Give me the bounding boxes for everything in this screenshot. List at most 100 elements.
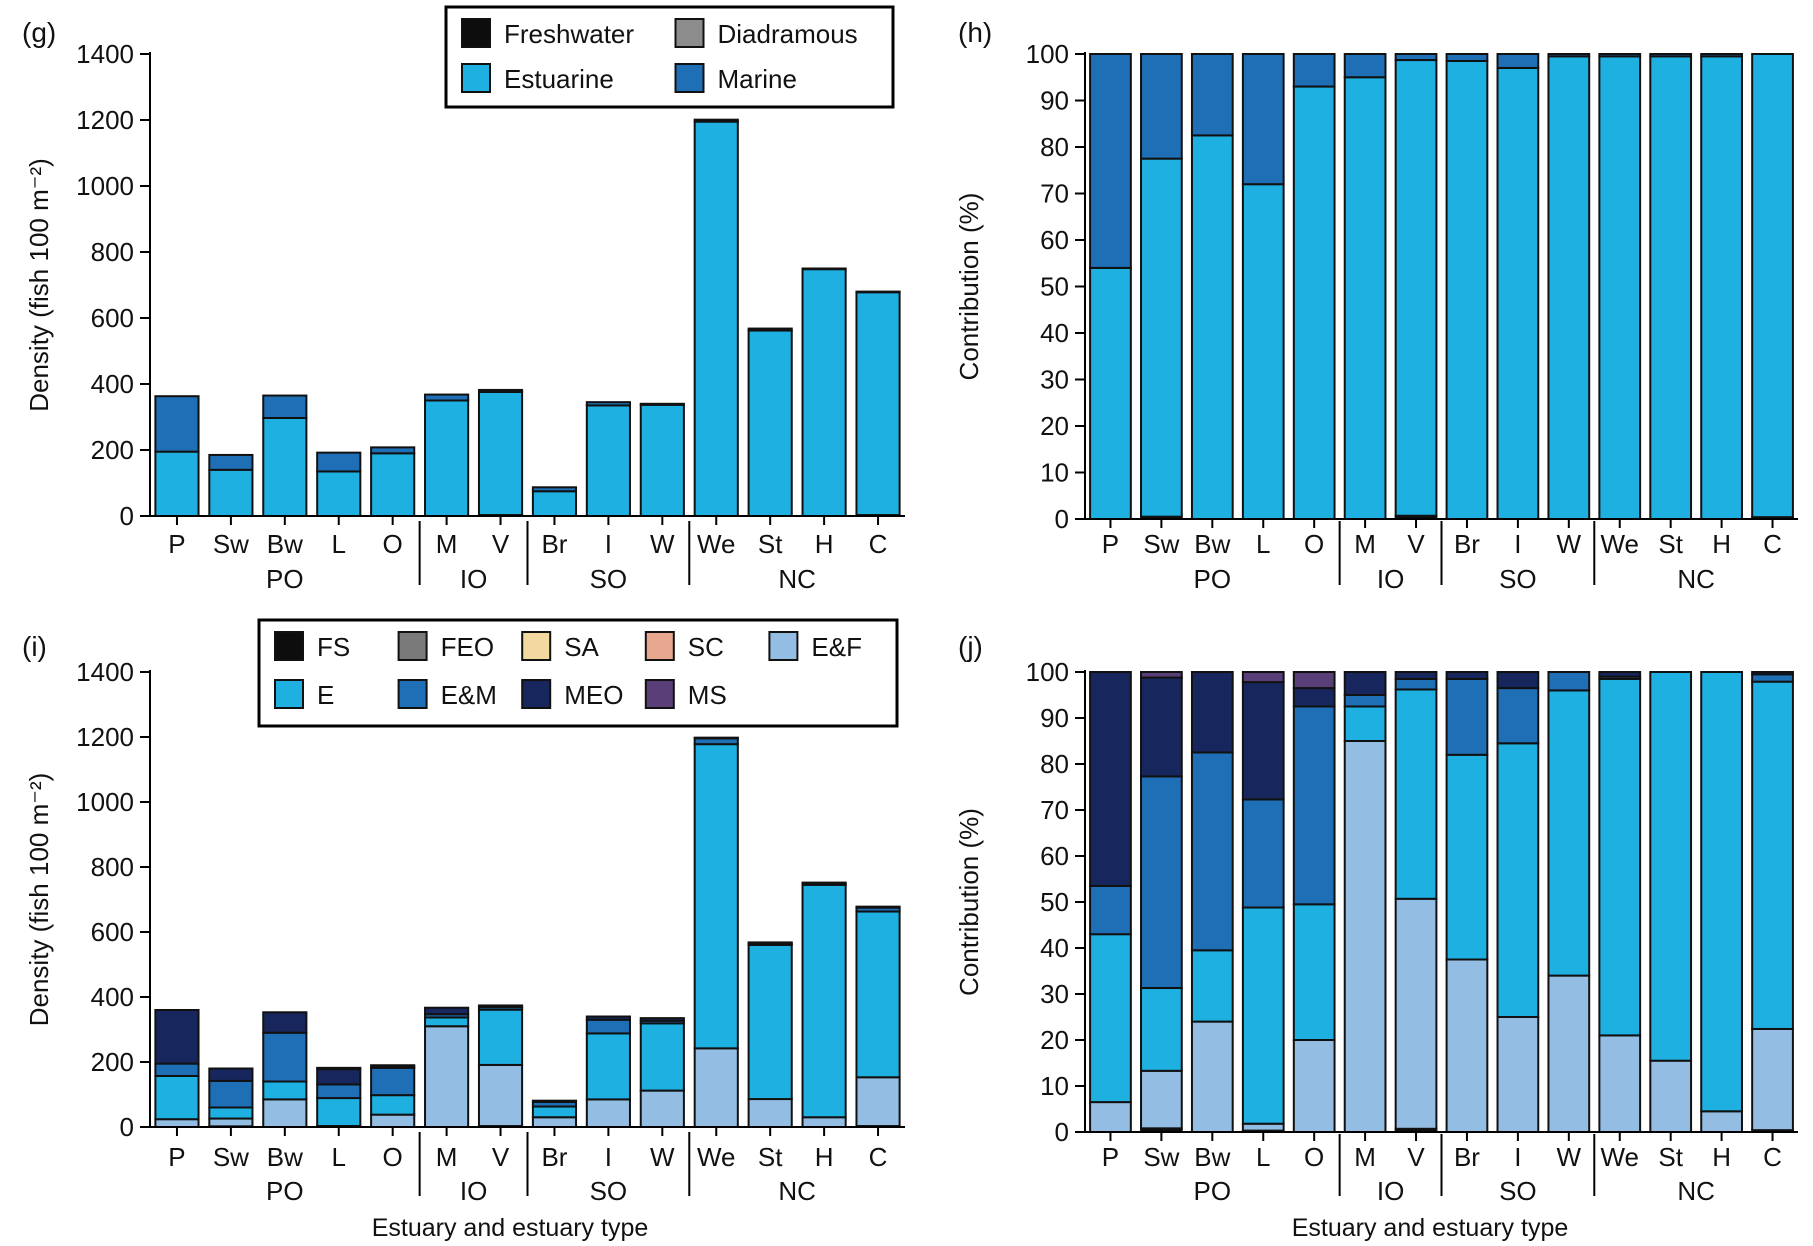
bar-segment-j-Sw-MEO bbox=[1140, 676, 1183, 778]
bar-segment-j-H-E bbox=[1700, 671, 1743, 1113]
bar-segment-j-C-E bbox=[1751, 680, 1794, 1030]
category-label: Sw bbox=[1143, 1142, 1179, 1172]
legend: FS FEO SA SC E&F E E&M MEO MS bbox=[257, 618, 899, 728]
group-label-IO: IO bbox=[1377, 564, 1404, 594]
bar-segment-j-P-E bbox=[1089, 933, 1132, 1104]
bar-segment-i-I-MEO bbox=[585, 1015, 631, 1021]
y-tick-label: 600 bbox=[91, 303, 134, 333]
y-tick-label: 200 bbox=[91, 435, 134, 465]
bar-segment-i-L-MEO bbox=[316, 1068, 362, 1086]
category-label: O bbox=[383, 1142, 403, 1172]
legend-swatch-Freshwater bbox=[461, 18, 491, 48]
y-tick-label: 80 bbox=[1040, 132, 1069, 162]
bar-segment-j-St-EF bbox=[1649, 1059, 1693, 1133]
category-label: C bbox=[869, 1142, 888, 1172]
y-tick-label: 600 bbox=[91, 917, 134, 947]
category-label: W bbox=[1557, 1142, 1582, 1172]
category-label: Br bbox=[541, 1142, 567, 1172]
bar-segment-i-Bw-EF bbox=[262, 1098, 308, 1128]
bar-segment-g-We-Estuarine bbox=[693, 120, 739, 518]
bar-segment-j-W-EM bbox=[1547, 671, 1591, 692]
bar-segment-j-M-EF bbox=[1343, 740, 1387, 1133]
category-label: I bbox=[1514, 1142, 1521, 1172]
y-axis-title: Contribution (%) bbox=[954, 193, 984, 381]
bar-segment-i-C-E bbox=[855, 910, 901, 1079]
bar-segment-i-W-E bbox=[639, 1022, 685, 1092]
legend-label-E: E bbox=[317, 680, 334, 710]
y-tick-label: 10 bbox=[1040, 1071, 1069, 1101]
bar-segment-j-I-EM bbox=[1496, 687, 1540, 745]
category-label: H bbox=[815, 529, 834, 559]
category-label: Bw bbox=[1194, 529, 1230, 559]
y-tick-label: 80 bbox=[1040, 749, 1069, 779]
legend-label-EM: E&M bbox=[441, 680, 497, 710]
bar-segment-g-We-Marine bbox=[693, 118, 739, 123]
bar-segment-i-St-MEO bbox=[747, 941, 793, 945]
panel-label: (g) bbox=[22, 17, 56, 48]
bar-segment-i-I-EF bbox=[585, 1098, 631, 1128]
y-tick-label: 70 bbox=[1040, 795, 1069, 825]
x-axis-title-left: Estuary and estuary type bbox=[372, 1214, 649, 1242]
bar-segment-i-Sw-MEO bbox=[208, 1067, 254, 1082]
category-label: We bbox=[697, 529, 736, 559]
bar-segment-j-M-EM bbox=[1343, 694, 1387, 708]
bar-segment-i-St-E bbox=[747, 944, 793, 1101]
category-label: L bbox=[1256, 529, 1270, 559]
category-label: C bbox=[869, 529, 888, 559]
group-label-IO: IO bbox=[1377, 1176, 1404, 1206]
category-label: I bbox=[605, 529, 612, 559]
bar-segment-j-I-E bbox=[1496, 742, 1540, 1018]
category-label: P bbox=[1102, 529, 1119, 559]
category-label: M bbox=[436, 529, 458, 559]
bar-segment-i-We-E bbox=[693, 743, 739, 1050]
bar-segment-g-Sw-Estuarine bbox=[208, 468, 254, 517]
category-label: V bbox=[1407, 529, 1425, 559]
bar-segment-j-Br-EM bbox=[1445, 677, 1489, 756]
category-label: Br bbox=[541, 529, 567, 559]
group-label-SO: SO bbox=[1499, 564, 1537, 594]
y-tick-label: 20 bbox=[1040, 411, 1069, 441]
bar-segment-i-Bw-EM bbox=[262, 1031, 308, 1083]
bar-segment-i-We-MEO bbox=[693, 736, 739, 740]
bar-segment-i-P-MEO bbox=[154, 1009, 200, 1065]
y-tick-label: 90 bbox=[1040, 86, 1069, 116]
bar-segment-j-W-EF bbox=[1547, 974, 1591, 1133]
x-axis-title-right: Estuary and estuary type bbox=[1292, 1214, 1569, 1242]
category-label: Br bbox=[1454, 529, 1480, 559]
bar-segment-h-Sw-Marine bbox=[1140, 53, 1183, 160]
legend-swatch-Estuarine bbox=[461, 63, 491, 93]
category-label: C bbox=[1763, 529, 1782, 559]
category-label: V bbox=[1407, 1142, 1425, 1172]
bar-segment-j-H-EF bbox=[1700, 1110, 1743, 1134]
bar-segment-j-P-EM bbox=[1089, 884, 1132, 936]
bar-segment-j-Bw-EM bbox=[1190, 751, 1234, 952]
y-tick-label: 100 bbox=[1026, 657, 1069, 687]
y-tick-label: 10 bbox=[1040, 458, 1069, 488]
bar-segment-j-Br-E bbox=[1445, 753, 1489, 961]
bar-segment-g-M-Marine bbox=[424, 393, 470, 402]
panel-label: (i) bbox=[22, 631, 47, 662]
bar-segment-j-M-E bbox=[1343, 705, 1387, 742]
category-label: Bw bbox=[1194, 1142, 1230, 1172]
bar-segment-g-I-Estuarine bbox=[585, 404, 631, 518]
category-label: L bbox=[1256, 1142, 1270, 1172]
bar-segment-g-P-Marine bbox=[154, 395, 200, 453]
bar-segment-h-Bw-Estuarine bbox=[1190, 134, 1234, 520]
y-tick-label: 20 bbox=[1040, 1025, 1069, 1055]
legend-label-Diadramous: Diadramous bbox=[718, 19, 858, 49]
bar-segment-j-Br-EF bbox=[1445, 958, 1489, 1133]
bar-segment-i-St-EF bbox=[747, 1098, 793, 1129]
bar-segment-j-O-EM bbox=[1292, 705, 1336, 906]
category-label: L bbox=[332, 529, 346, 559]
legend-swatch-Diadramous bbox=[674, 18, 705, 48]
bar-segment-j-L-MS bbox=[1241, 671, 1285, 684]
bar-segment-i-M-MEO bbox=[424, 1006, 470, 1016]
legend-label-MS: MS bbox=[688, 680, 727, 710]
legend-label-Freshwater: Freshwater bbox=[504, 19, 634, 49]
bar-segment-i-H-E bbox=[801, 883, 847, 1119]
bar-segment-g-L-Marine bbox=[316, 451, 362, 473]
bar-segment-j-Sw-EM bbox=[1140, 775, 1183, 990]
bar-segment-g-W-Estuarine bbox=[639, 403, 685, 518]
panel-i: (i) 0 200 400 600 800 1000 1200 1400 Density (fis… bbox=[22, 618, 905, 1206]
category-label: P bbox=[1102, 1142, 1119, 1172]
